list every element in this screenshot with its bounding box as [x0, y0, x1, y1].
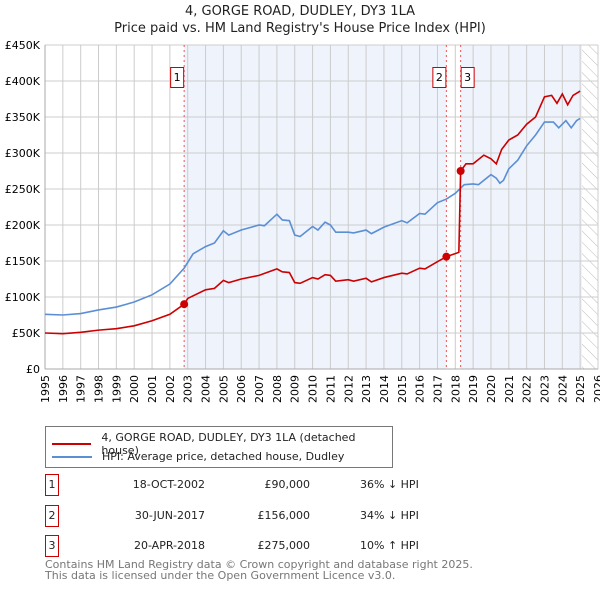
y-tick-label: £400K: [5, 75, 41, 88]
y-tick-label: £350K: [5, 111, 41, 124]
x-tick-label: 2007: [253, 375, 266, 403]
x-tick-label: 2003: [182, 375, 195, 403]
property-price-line: [44, 90, 581, 335]
x-tick-label: 2013: [360, 375, 373, 403]
ownership-shade: [184, 45, 447, 369]
footer-line: This data is licensed under the Open Gov…: [45, 569, 396, 582]
y-tick-label: £450K: [5, 39, 41, 52]
y-tick-label: £0: [26, 363, 40, 376]
x-tick-label: 2018: [449, 375, 462, 403]
sale-marker-label: 3: [464, 71, 471, 84]
legend-swatch: [52, 455, 92, 458]
x-tick-label: 2015: [396, 375, 409, 403]
x-tick-label: 2026: [592, 375, 600, 403]
x-tick-label: 2016: [414, 375, 427, 403]
footer-line: Contains HM Land Registry data © Crown c…: [45, 558, 473, 571]
x-tick-label: 2006: [235, 375, 248, 403]
sale-marker-box: [460, 67, 475, 88]
sale-marker-label: 1: [174, 71, 181, 84]
sale-date: 18-OCT-2002: [132, 478, 205, 491]
y-tick-label: £150K: [5, 255, 41, 268]
x-tick-label: 2014: [378, 375, 391, 403]
ownership-shade: [460, 45, 582, 369]
hpi-line: [44, 117, 581, 316]
legend-swatch: [52, 443, 92, 445]
x-tick-label: 2025: [574, 375, 587, 403]
sale-hpi: 36% ↓ HPI: [360, 478, 419, 491]
x-tick-label: 2012: [342, 375, 355, 403]
legend-item-property: 4, GORGE ROAD, DUDLEY, DY3 1LA (detached…: [52, 431, 392, 457]
x-tick-label: 1996: [57, 375, 70, 403]
sale-marker: 1: [45, 474, 59, 496]
sale-price: £275,000: [257, 539, 311, 552]
y-tick-label: £100K: [5, 291, 41, 304]
sale-price: £90,000: [264, 478, 311, 491]
sale-point: [180, 300, 189, 309]
x-tick-label: 2020: [485, 375, 498, 403]
sale-price: £156,000: [257, 509, 311, 522]
x-tick-label: 2021: [503, 375, 516, 403]
x-tick-label: 2023: [538, 375, 551, 403]
x-tick-label: 2011: [324, 375, 337, 403]
x-tick-label: 2024: [556, 375, 569, 403]
x-tick-label: 2017: [431, 375, 444, 403]
x-tick-label: 2001: [146, 375, 159, 403]
legend-item-hpi: HPI: Average price, detached house, Dudl…: [52, 450, 344, 463]
x-tick-label: 2002: [164, 375, 177, 403]
y-tick-label: £200K: [5, 219, 41, 232]
x-tick-label: 2009: [289, 375, 302, 403]
x-tick-label: 2019: [467, 375, 480, 403]
sale-marker-label: 2: [436, 71, 443, 84]
x-tick-label: 2000: [128, 375, 141, 403]
forecast-hatch: [581, 45, 598, 369]
sale-hpi: 10% ↑ HPI: [360, 539, 419, 552]
x-tick-label: 2022: [521, 375, 534, 403]
x-tick-label: 2004: [200, 375, 213, 403]
chart-title: 4, GORGE ROAD, DUDLEY, DY3 1LA: [184, 4, 416, 19]
x-tick-label: 2010: [307, 375, 320, 403]
y-tick-label: £50K: [12, 327, 41, 340]
legend-label: 4, GORGE ROAD, DUDLEY, DY3 1LA (detached…: [101, 431, 356, 457]
sale-marker: 2: [45, 505, 59, 527]
sale-marker-box: [432, 67, 447, 88]
x-tick-label: 1997: [75, 375, 88, 403]
sale-marker-box: [170, 67, 185, 88]
price-chart: 1995 1996 1997 1998 1999 2000 2001 2002 2003 2004…: [5, 39, 600, 403]
legend: 4, GORGE ROAD, DUDLEY, DY3 1LA (detached…: [45, 426, 393, 468]
x-tick-label: 1995: [39, 375, 52, 403]
x-tick-label: 2005: [217, 375, 230, 403]
chart-subtitle: Price paid vs. HM Land Registry's House …: [114, 21, 486, 36]
sale-marker: 3: [45, 535, 59, 557]
footer: Contains HM Land Registry data © Crown c…: [45, 559, 473, 581]
y-tick-label: £300K: [5, 147, 41, 160]
legend-label: HPI: Average price, detached house, Dudl…: [102, 450, 345, 463]
sale-hpi: 34% ↓ HPI: [360, 509, 419, 522]
y-tick-label: £250K: [5, 183, 41, 196]
sale-point: [442, 252, 451, 261]
x-tick-label: 1998: [93, 375, 106, 403]
x-tick-label: 1999: [110, 375, 123, 403]
sale-date: 30-JUN-2017: [134, 509, 205, 522]
sale-point: [456, 167, 465, 175]
sale-date: 20-APR-2018: [133, 539, 205, 552]
x-tick-label: 2008: [271, 375, 284, 403]
